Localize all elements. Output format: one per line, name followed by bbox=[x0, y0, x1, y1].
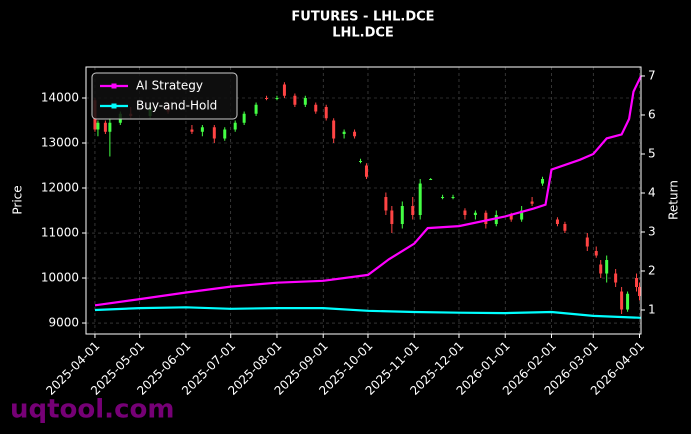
candle-body bbox=[473, 212, 477, 216]
candle-body bbox=[594, 251, 598, 256]
candle-body bbox=[324, 107, 328, 119]
candle-body bbox=[494, 215, 498, 225]
candle-body bbox=[282, 84, 286, 96]
candle-body bbox=[314, 104, 318, 112]
candle-body bbox=[484, 212, 488, 225]
candle-body bbox=[520, 210, 524, 220]
y2-axis-label: Return bbox=[667, 180, 681, 220]
candle-body bbox=[108, 122, 112, 132]
candle-body bbox=[638, 287, 642, 297]
legend-label: AI Strategy bbox=[136, 79, 203, 93]
chart-title: FUTURES - LHL.DCE bbox=[291, 10, 434, 25]
y2-tick-label: 6 bbox=[648, 107, 656, 121]
candle-body bbox=[265, 98, 269, 100]
candle-body bbox=[242, 113, 246, 123]
candle-body bbox=[233, 122, 237, 130]
y2-tick-label: 1 bbox=[648, 303, 656, 317]
candle-body bbox=[254, 104, 258, 114]
candle-body bbox=[390, 210, 394, 225]
candle-body bbox=[441, 197, 445, 199]
y-tick-label: 10000 bbox=[41, 271, 79, 285]
candle-body bbox=[563, 224, 567, 231]
candle-body bbox=[103, 122, 107, 132]
candle-body bbox=[359, 161, 363, 163]
candle-body bbox=[353, 131, 357, 137]
chart-subtitle: LHL.DCE bbox=[332, 26, 394, 41]
candle-body bbox=[384, 197, 388, 211]
candle-body bbox=[303, 98, 307, 105]
candle-body bbox=[605, 260, 609, 274]
y2-tick-label: 2 bbox=[648, 264, 656, 278]
plot-frame bbox=[85, 66, 642, 335]
candle-body bbox=[530, 201, 534, 204]
candle-body bbox=[585, 237, 589, 247]
legend-marker bbox=[111, 103, 117, 109]
legend-box bbox=[91, 72, 238, 120]
y2-tick-label: 5 bbox=[648, 146, 656, 160]
candle-body bbox=[275, 98, 279, 100]
candle-body bbox=[342, 131, 346, 135]
return-line bbox=[94, 306, 642, 319]
candle-body bbox=[223, 129, 227, 139]
candle-body bbox=[541, 179, 545, 184]
y-tick-label: 12000 bbox=[41, 181, 79, 195]
candle-body bbox=[212, 127, 216, 139]
y-tick-label: 14000 bbox=[41, 91, 79, 105]
candle-body bbox=[411, 206, 415, 216]
legend-marker bbox=[111, 83, 117, 89]
candle-body bbox=[614, 273, 618, 283]
candle-body bbox=[293, 95, 297, 105]
candle-body bbox=[626, 293, 630, 310]
candle-body bbox=[635, 278, 639, 288]
candle-body bbox=[364, 165, 368, 177]
y-tick-label: 9000 bbox=[48, 316, 79, 330]
return-line bbox=[94, 75, 642, 307]
candle-body bbox=[332, 120, 336, 139]
candle-body bbox=[190, 129, 194, 132]
y-tick-label: 13000 bbox=[41, 136, 79, 150]
candle-body bbox=[400, 206, 404, 225]
candle-body bbox=[509, 215, 513, 220]
candle-body bbox=[200, 127, 204, 132]
candle-body bbox=[555, 219, 559, 225]
candle-body bbox=[429, 179, 433, 181]
legend-label: Buy-and-Hold bbox=[136, 99, 217, 113]
candle-body bbox=[463, 210, 467, 216]
y2-tick-label: 7 bbox=[648, 68, 656, 82]
candle-body bbox=[96, 122, 100, 130]
watermark: uqtool.com bbox=[10, 395, 174, 425]
y2-tick-label: 4 bbox=[648, 185, 656, 199]
y2-tick-label: 3 bbox=[648, 224, 656, 238]
candle-body bbox=[418, 183, 422, 216]
candle-body bbox=[620, 291, 624, 310]
y-axis-label: Price bbox=[11, 185, 25, 214]
candle-body bbox=[599, 264, 603, 274]
candle-body bbox=[451, 197, 455, 199]
y-tick-label: 11000 bbox=[41, 226, 79, 240]
